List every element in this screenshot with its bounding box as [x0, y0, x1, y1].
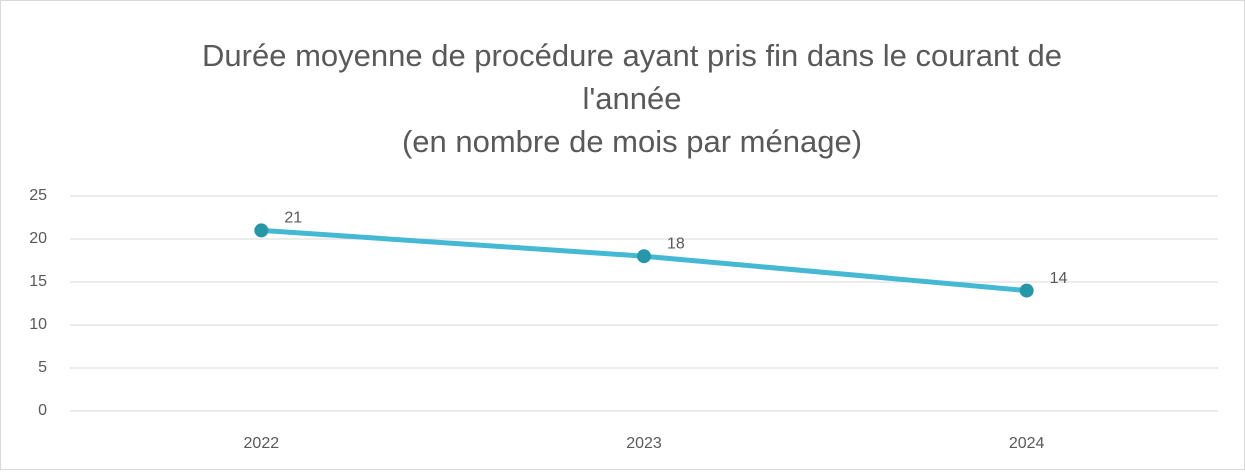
chart-title: Durée moyenne de procédure ayant pris fi… — [202, 38, 1062, 73]
chart-title: (en nombre de mois par ménage) — [402, 124, 862, 159]
y-tick-label: 15 — [29, 273, 47, 290]
data-label: 14 — [1050, 270, 1068, 287]
y-tick-label: 20 — [29, 230, 47, 247]
x-tick-label: 2022 — [244, 435, 280, 452]
data-label: 21 — [284, 210, 302, 227]
y-tick-label: 10 — [29, 316, 47, 333]
data-label: 18 — [667, 235, 685, 252]
x-tick-label: 2024 — [1009, 435, 1045, 452]
x-tick-label: 2023 — [626, 435, 662, 452]
marker — [254, 223, 269, 238]
y-tick-label: 0 — [38, 402, 47, 419]
y-tick-label: 25 — [29, 187, 47, 204]
marker — [1019, 283, 1034, 298]
y-tick-label: 5 — [38, 359, 47, 376]
marker — [637, 249, 651, 264]
chart-title: l'année — [582, 81, 681, 116]
